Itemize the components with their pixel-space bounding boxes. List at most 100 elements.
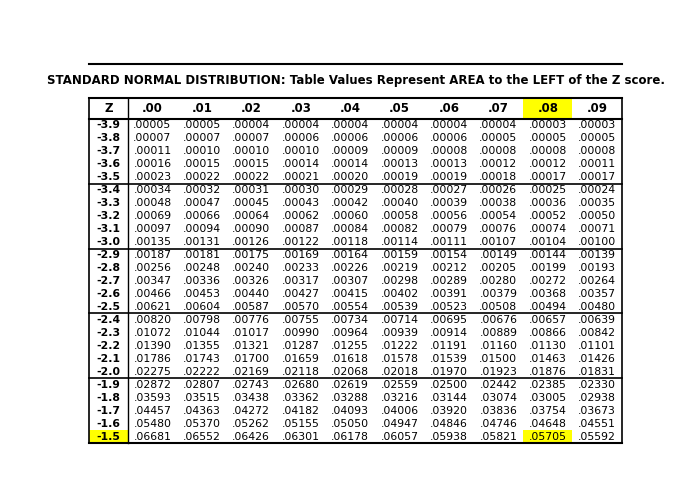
Text: .00020: .00020 (331, 172, 369, 182)
Text: .00006: .00006 (430, 134, 468, 143)
Text: .00029: .00029 (331, 185, 369, 195)
Text: .00004: .00004 (331, 120, 369, 130)
Text: .01355: .01355 (183, 341, 221, 351)
Text: .03216: .03216 (380, 392, 418, 402)
Text: .00021: .00021 (282, 172, 320, 182)
Text: .00604: .00604 (183, 302, 221, 312)
Text: .00676: .00676 (480, 315, 518, 325)
Text: .02068: .02068 (331, 366, 369, 376)
Text: .00104: .00104 (529, 237, 567, 247)
Text: .02807: .02807 (183, 380, 221, 390)
Text: .00060: .00060 (331, 211, 369, 221)
Text: .00031: .00031 (232, 185, 271, 195)
Text: -1.9: -1.9 (96, 380, 121, 390)
Text: .01017: .01017 (232, 328, 270, 338)
Text: .02385: .02385 (529, 380, 567, 390)
Text: .04093: .04093 (331, 406, 369, 415)
Text: .00326: .00326 (232, 276, 270, 286)
Text: .00007: .00007 (133, 134, 171, 143)
Text: .00379: .00379 (480, 289, 518, 299)
Text: .01659: .01659 (282, 354, 320, 364)
Text: .03438: .03438 (232, 392, 270, 402)
Text: .06178: .06178 (331, 432, 369, 442)
Text: .00035: .00035 (578, 198, 616, 208)
Text: .00131: .00131 (183, 237, 221, 247)
Text: .00298: .00298 (380, 276, 418, 286)
Text: .00005: .00005 (183, 120, 221, 130)
Text: .03288: .03288 (331, 392, 369, 402)
Text: .00990: .00990 (282, 328, 320, 338)
Text: .00100: .00100 (578, 237, 616, 247)
Text: .02: .02 (241, 102, 262, 115)
Bar (276, 98, 325, 119)
Text: .00087: .00087 (282, 224, 320, 234)
Text: .00107: .00107 (480, 237, 518, 247)
Text: .00005: .00005 (578, 134, 616, 143)
Bar (523, 98, 573, 119)
Text: .00069: .00069 (133, 211, 171, 221)
Text: .06: .06 (439, 102, 459, 115)
Text: .05821: .05821 (480, 432, 517, 442)
Text: .04551: .04551 (578, 418, 616, 428)
Text: .04006: .04006 (380, 406, 418, 415)
Text: .00554: .00554 (331, 302, 369, 312)
Text: .01618: .01618 (331, 354, 369, 364)
Text: .06681: .06681 (133, 432, 171, 442)
Text: .01160: .01160 (480, 341, 518, 351)
Text: -2.7: -2.7 (96, 276, 121, 286)
Text: .00240: .00240 (232, 263, 271, 273)
Text: -2.5: -2.5 (96, 302, 121, 312)
Text: .01130: .01130 (529, 341, 567, 351)
Text: -3.9: -3.9 (96, 120, 121, 130)
Text: .00066: .00066 (183, 211, 221, 221)
Text: .00657: .00657 (529, 315, 567, 325)
Text: .00007: .00007 (183, 134, 221, 143)
Text: .02680: .02680 (282, 380, 320, 390)
Text: .04648: .04648 (529, 418, 567, 428)
Text: .00964: .00964 (331, 328, 369, 338)
Text: .00062: .00062 (282, 211, 320, 221)
Text: .00219: .00219 (380, 263, 418, 273)
Text: .02938: .02938 (578, 392, 616, 402)
Text: .00264: .00264 (578, 276, 616, 286)
Text: .02275: .02275 (133, 366, 171, 376)
Bar (424, 98, 474, 119)
Text: .00621: .00621 (133, 302, 171, 312)
Text: .00466: .00466 (133, 289, 171, 299)
Text: .00193: .00193 (578, 263, 616, 273)
Text: .01191: .01191 (430, 341, 468, 351)
Text: .00024: .00024 (578, 185, 616, 195)
Text: .00013: .00013 (430, 159, 468, 169)
Text: .05592: .05592 (578, 432, 616, 442)
Text: .03362: .03362 (282, 392, 320, 402)
Text: .08: .08 (537, 102, 558, 115)
Text: .00056: .00056 (430, 211, 468, 221)
Text: .00494: .00494 (529, 302, 567, 312)
Text: .00233: .00233 (282, 263, 320, 273)
Text: .00028: .00028 (380, 185, 418, 195)
Text: .01970: .01970 (430, 366, 468, 376)
Bar (474, 98, 523, 119)
Text: .05155: .05155 (282, 418, 320, 428)
Text: STANDARD NORMAL DISTRIBUTION: Table Values Represent AREA to the LEFT of the Z s: STANDARD NORMAL DISTRIBUTION: Table Valu… (46, 74, 665, 88)
Text: .00039: .00039 (430, 198, 468, 208)
Text: .03673: .03673 (578, 406, 616, 415)
Text: .00013: .00013 (380, 159, 418, 169)
Text: .00058: .00058 (380, 211, 418, 221)
Text: .01101: .01101 (578, 341, 616, 351)
Text: .00480: .00480 (578, 302, 616, 312)
Text: .04: .04 (339, 102, 361, 115)
Text: .03920: .03920 (430, 406, 468, 415)
Text: .00008: .00008 (578, 146, 616, 156)
Text: .00097: .00097 (133, 224, 171, 234)
Text: .05262: .05262 (232, 418, 270, 428)
Text: .00045: .00045 (232, 198, 271, 208)
Text: .00007: .00007 (232, 134, 271, 143)
Text: -1.8: -1.8 (96, 392, 121, 402)
Text: .01072: .01072 (133, 328, 171, 338)
Text: .00040: .00040 (380, 198, 418, 208)
Text: .00122: .00122 (282, 237, 320, 247)
Text: .01578: .01578 (380, 354, 418, 364)
Text: .00030: .00030 (282, 185, 320, 195)
Text: -3.8: -3.8 (96, 134, 121, 143)
